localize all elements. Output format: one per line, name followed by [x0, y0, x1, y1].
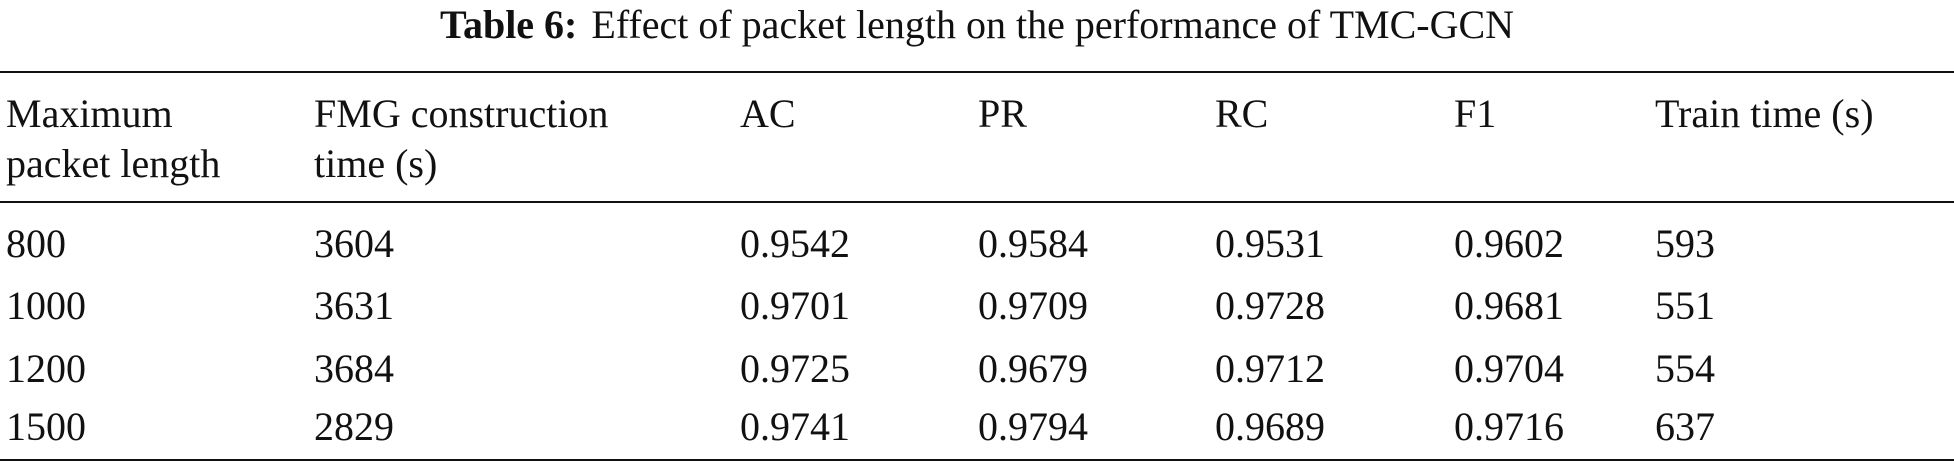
- bottom-rule: [0, 459, 1954, 461]
- table-caption: Table 6: Effect of packet length on the p…: [0, 0, 1954, 50]
- top-rule: [0, 71, 1954, 73]
- table-cell: 0.9531: [1215, 221, 1325, 266]
- table-cell: 1200: [6, 346, 86, 391]
- table-title: Effect of packet length on the performan…: [591, 2, 1515, 47]
- table-cell: 0.9725: [740, 346, 850, 391]
- header-cell: Maximum: [6, 91, 173, 136]
- table-cell: 0.9681: [1454, 283, 1564, 328]
- table-cell: 0.9712: [1215, 346, 1325, 391]
- table-cell: 0.9679: [978, 346, 1088, 391]
- table-cell: 0.9794: [978, 404, 1088, 449]
- table-cell: 3604: [314, 221, 394, 266]
- header-cell: PR: [978, 91, 1027, 136]
- table-cell: 551: [1655, 283, 1715, 328]
- table-cell: 0.9689: [1215, 404, 1325, 449]
- table-cell: 800: [6, 221, 66, 266]
- table-cell: 3684: [314, 346, 394, 391]
- header-cell: FMG construction: [314, 91, 609, 136]
- header-cell: packet length: [6, 141, 221, 186]
- table-cell: 0.9728: [1215, 283, 1325, 328]
- table-label: Table 6:: [439, 2, 578, 47]
- table-cell: 593: [1655, 221, 1715, 266]
- table-cell: 0.9701: [740, 283, 850, 328]
- table-cell: 0.9741: [740, 404, 850, 449]
- table-cell: 0.9704: [1454, 346, 1564, 391]
- table-cell: 0.9716: [1454, 404, 1564, 449]
- table-cell: 2829: [314, 404, 394, 449]
- header-cell: AC: [740, 91, 796, 136]
- header-cell: Train time (s): [1655, 91, 1874, 136]
- header-cell: time (s): [314, 141, 438, 186]
- table-cell: 0.9584: [978, 221, 1088, 266]
- table-cell: 0.9709: [978, 283, 1088, 328]
- table-cell: 1000: [6, 283, 86, 328]
- header-cell: F1: [1454, 91, 1497, 136]
- table-cell: 554: [1655, 346, 1715, 391]
- table-cell: 637: [1655, 404, 1715, 449]
- table-cell: 1500: [6, 404, 86, 449]
- header-cell: RC: [1215, 91, 1269, 136]
- mid-rule: [0, 201, 1954, 203]
- table-cell: 3631: [314, 283, 394, 328]
- table-cell: 0.9602: [1454, 221, 1564, 266]
- table-cell: 0.9542: [740, 221, 850, 266]
